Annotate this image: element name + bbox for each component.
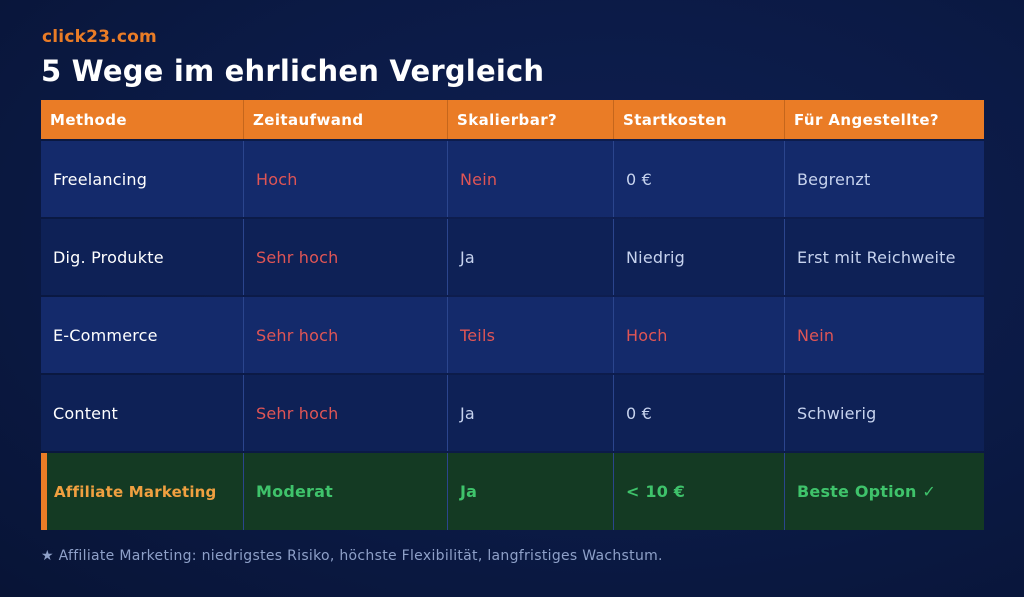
brand-label: click23.com xyxy=(42,27,157,47)
cell-scalable: Ja xyxy=(448,375,614,451)
header-methode: Methode xyxy=(41,100,244,139)
cell-method: Freelancing xyxy=(41,141,244,217)
cell-time: Sehr hoch xyxy=(244,375,448,451)
cell-startcost: Hoch xyxy=(614,297,785,373)
cell-employees: Beste Option ✓ xyxy=(797,482,936,501)
cell-employees: Erst mit Reichweite xyxy=(797,247,956,267)
cell-employees: Begrenzt xyxy=(797,169,871,189)
table-row-freelancing: Freelancing Hoch Nein 0 € Begrenzt xyxy=(41,141,984,217)
table-row-digital-products: Dig. Produkte Sehr hoch Ja Niedrig Erst … xyxy=(41,219,984,295)
cell-scalable: Ja xyxy=(448,219,614,295)
header-skalierbar: Skalierbar? xyxy=(448,100,614,139)
cell-time: Sehr hoch xyxy=(244,219,448,295)
table-row-content: Content Sehr hoch Ja 0 € Schwierig xyxy=(41,375,984,451)
header-startkosten: Startkosten xyxy=(614,100,785,139)
cell-time: Moderat xyxy=(244,453,448,530)
comparison-table: Methode Zeitaufwand Skalierbar? Startkos… xyxy=(41,100,984,530)
cell-method: Dig. Produkte xyxy=(41,219,244,295)
cell-startcost: Niedrig xyxy=(614,219,785,295)
footnote: ★ Affiliate Marketing: niedrigstes Risik… xyxy=(41,548,663,564)
table-row-affiliate-highlight: Affiliate Marketing Moderat Ja < 10 € Be… xyxy=(41,453,984,530)
header-zeitaufwand: Zeitaufwand xyxy=(244,100,448,139)
cell-method: E-Commerce xyxy=(41,297,244,373)
cell-method: Affiliate Marketing xyxy=(41,453,244,530)
table-row-ecommerce: E-Commerce Sehr hoch Teils Hoch Nein xyxy=(41,297,984,373)
cell-startcost: 0 € xyxy=(614,375,785,451)
cell-time: Hoch xyxy=(244,141,448,217)
cell-employees: Nein xyxy=(797,325,835,345)
cell-startcost: 0 € xyxy=(614,141,785,217)
cell-startcost: < 10 € xyxy=(614,453,785,530)
cell-scalable: Nein xyxy=(448,141,614,217)
cell-method: Content xyxy=(41,375,244,451)
cell-scalable: Ja xyxy=(448,453,614,530)
header-fuer-angestellte: Für Angestellte? xyxy=(794,110,939,129)
cell-employees: Schwierig xyxy=(797,403,877,423)
table-header-row: Methode Zeitaufwand Skalierbar? Startkos… xyxy=(41,100,984,139)
cell-scalable: Teils xyxy=(448,297,614,373)
page-title: 5 Wege im ehrlichen Vergleich xyxy=(41,54,545,88)
cell-time: Sehr hoch xyxy=(244,297,448,373)
